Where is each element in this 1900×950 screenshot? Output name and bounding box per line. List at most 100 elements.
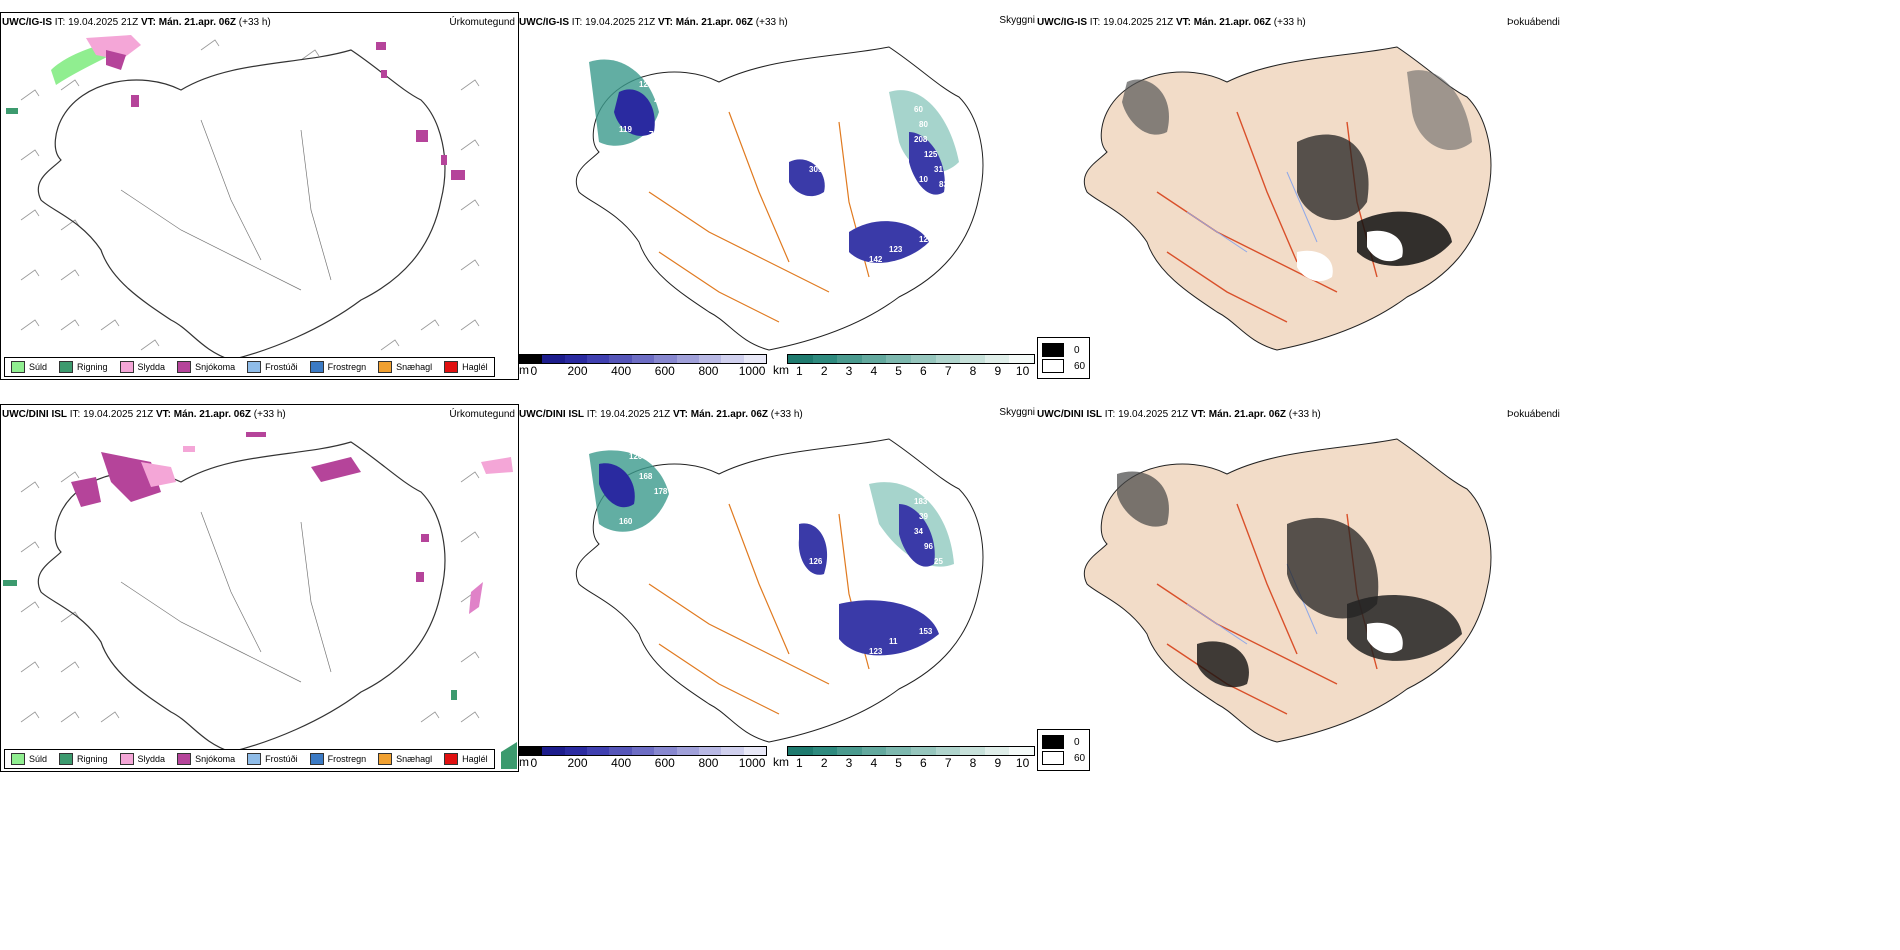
legend-swatch bbox=[1042, 359, 1064, 373]
visibility-value-label: 11 bbox=[889, 637, 898, 646]
visibility-value-label: 123 bbox=[889, 245, 903, 254]
precip-legend: Súld Rigning Slydda Snjókoma Frostúði Fr… bbox=[4, 357, 495, 377]
fog-map bbox=[1084, 438, 1492, 743]
legend-label: 0 bbox=[1074, 344, 1080, 356]
wind-barbs bbox=[20, 39, 480, 351]
legend-label: Slydda bbox=[137, 362, 166, 372]
colorbar-segment bbox=[564, 355, 588, 363]
colorbar-tick: 8 bbox=[969, 364, 977, 378]
visibility-value-label: 83 bbox=[939, 180, 948, 189]
panel-name: Úrkomutegund bbox=[449, 17, 515, 28]
colorbar-tick: 6 bbox=[920, 364, 927, 378]
visibility-value-label: 112 bbox=[629, 60, 642, 69]
colorbar-tick: 600 bbox=[654, 756, 675, 770]
colorbar-segment bbox=[587, 747, 610, 755]
legend-swatch bbox=[11, 361, 25, 373]
precip-map bbox=[6, 35, 480, 375]
visibility-value-label: 74 bbox=[654, 150, 663, 159]
legend-label: Rigning bbox=[77, 362, 108, 372]
colorbar-segment bbox=[812, 355, 838, 363]
visibility-value-label: 58 bbox=[599, 567, 608, 576]
visibility-value-label: 123 bbox=[869, 647, 883, 656]
legend-label: Súld bbox=[29, 754, 48, 764]
precip-map bbox=[3, 432, 517, 769]
visibility-value-label: 115 bbox=[664, 110, 677, 119]
colorbar-segment bbox=[788, 355, 813, 363]
visibility-value-label: 11 bbox=[789, 717, 798, 726]
legend-swatch bbox=[59, 361, 74, 373]
colorbar-segment bbox=[542, 747, 565, 755]
visibility-value-label: 33 bbox=[664, 135, 673, 144]
colorbar-tick: 800 bbox=[698, 756, 719, 770]
visibility-value-label: 10 bbox=[919, 175, 928, 184]
colorbar-segment bbox=[654, 355, 677, 363]
legend-label: Súld bbox=[29, 362, 48, 372]
colorbar-tick: 1 bbox=[796, 756, 803, 770]
vis-colorbar-m: 0 200 400 600 800 1000 m bbox=[519, 354, 767, 378]
legend-swatch bbox=[444, 361, 459, 373]
legend-swatch bbox=[444, 753, 459, 765]
fog-map bbox=[1084, 46, 1492, 351]
colorbar-segment bbox=[910, 355, 936, 363]
visibility-value-label: 208 bbox=[914, 135, 928, 144]
colorbar-tick: 4 bbox=[870, 364, 878, 378]
colorbar-tick: 4 bbox=[870, 756, 878, 770]
colorbar-segment bbox=[542, 355, 565, 363]
legend-swatch bbox=[378, 361, 393, 373]
visibility-value-label: 168 bbox=[639, 472, 653, 481]
visibility-value-label: 227 bbox=[664, 502, 678, 511]
colorbar-tick: 200 bbox=[567, 364, 588, 378]
visibility-value-label: 100 bbox=[679, 110, 693, 119]
colorbar-tick: 7 bbox=[944, 756, 952, 770]
precip-panel-dini: UWC/DINI ISL IT: 19.04.2025 21Z VT: Mán.… bbox=[0, 404, 519, 772]
colorbar-tick: 1000 bbox=[738, 364, 766, 378]
visibility-value-label: 25 bbox=[934, 557, 943, 566]
panel-title: UWC/IG-IS IT: 19.04.2025 21Z VT: Mán. 21… bbox=[519, 17, 788, 28]
colorbar-segment bbox=[1009, 355, 1034, 363]
legend-swatch bbox=[1042, 735, 1064, 749]
colorbar-segment bbox=[984, 355, 1010, 363]
colorbar-segment bbox=[1009, 747, 1034, 755]
visibility-value-label: 60 bbox=[654, 542, 663, 551]
legend-label: 60 bbox=[1074, 360, 1086, 372]
legend-swatch bbox=[1042, 343, 1064, 357]
colorbar-tick: 1 bbox=[796, 364, 803, 378]
visibility-value-label: 77 bbox=[649, 130, 658, 139]
legend-swatch bbox=[119, 753, 134, 765]
legend-label: Snæhagl bbox=[396, 754, 433, 764]
colorbar-segment bbox=[609, 355, 632, 363]
colorbar-tick: 1000 bbox=[738, 756, 766, 770]
legend-label: Haglél bbox=[462, 362, 488, 372]
legend-swatch bbox=[177, 753, 192, 765]
legend-swatch bbox=[1042, 751, 1064, 765]
colorbar-tick: 5 bbox=[895, 756, 902, 770]
legend-swatch bbox=[11, 753, 25, 765]
precip-panel-ig: UWC/IG-IS IT: 19.04.2025 21Z VT: Mán. 21… bbox=[0, 12, 519, 380]
fog-legend: 0 60 bbox=[1037, 729, 1091, 771]
visibility-value-label: 33 bbox=[664, 527, 673, 536]
visibility-value-label: 31 bbox=[934, 165, 943, 174]
colorbar-segment bbox=[837, 747, 862, 755]
colorbar-tick: 5 bbox=[895, 364, 902, 378]
legend-label: Frostregn bbox=[327, 754, 367, 764]
colorbar-tick: 0 bbox=[530, 756, 538, 770]
colorbar-tick: 400 bbox=[611, 364, 632, 378]
legend-label: Frostúði bbox=[265, 754, 298, 764]
visibility-value-label: 15 bbox=[919, 567, 928, 576]
visibility-value-label: 34 bbox=[914, 527, 923, 536]
vis-colorbar-m: 0 200 400 600 800 1000 m bbox=[519, 746, 767, 770]
visibility-value-label: 44 bbox=[939, 572, 948, 581]
colorbar-segment bbox=[676, 355, 699, 363]
colorbar-segment bbox=[886, 355, 911, 363]
visibility-value-label: 176 bbox=[649, 522, 663, 531]
colorbar-tick: 3 bbox=[845, 364, 853, 378]
colorbar-segment bbox=[743, 355, 766, 363]
panel-title: UWC/IG-IS IT: 19.04.2025 21Z VT: Mán. 21… bbox=[2, 17, 271, 28]
colorbar-tick: 0 bbox=[530, 364, 538, 378]
colorbar-segment bbox=[698, 355, 722, 363]
colorbar-tick: 6 bbox=[920, 756, 927, 770]
colorbar-tick: 2 bbox=[820, 364, 828, 378]
visibility-value-label: 123 bbox=[639, 80, 653, 89]
